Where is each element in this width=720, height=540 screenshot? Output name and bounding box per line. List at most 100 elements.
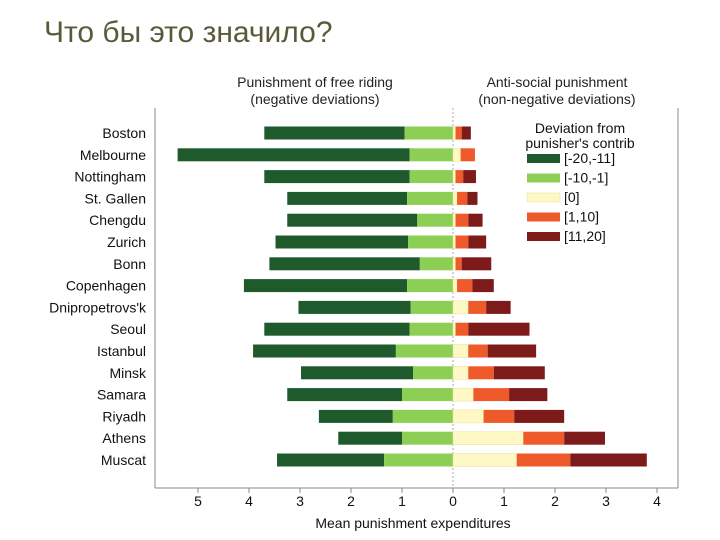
category-label: Minsk — [109, 365, 147, 381]
x-tick-label: 2 — [347, 493, 355, 509]
right-header-line1: Anti-social punishment — [487, 74, 628, 90]
bar-15-s2 — [452, 453, 517, 467]
bar-0-neg-strong — [264, 126, 405, 140]
bar-2-neg-strong — [264, 170, 410, 184]
legend-swatch-3 — [527, 212, 560, 222]
bar-6-neg-strong — [269, 257, 420, 271]
bar-0-neg-weak — [404, 126, 453, 140]
category-label: Istanbul — [97, 343, 146, 359]
x-axis-label: Mean punishment expenditures — [315, 515, 510, 531]
bar-2-s2 — [452, 169, 456, 184]
bar-11-s4 — [493, 366, 545, 380]
category-label: Nottingham — [74, 169, 146, 185]
bar-10-neg-weak — [395, 344, 453, 358]
bar-12-s3 — [473, 388, 510, 402]
category-label: Copenhagen — [66, 278, 146, 294]
bar-4-neg-weak — [417, 213, 453, 227]
bar-7-s3 — [457, 279, 473, 293]
bars-group — [177, 126, 647, 467]
category-label: Dnipropetrovs'k — [49, 299, 147, 315]
bar-9-neg-weak — [409, 322, 453, 336]
bar-5-neg-strong — [275, 235, 409, 249]
bar-1-s3 — [460, 148, 475, 162]
bar-3-neg-weak — [407, 191, 453, 205]
left-header-line1: Punishment of free riding — [237, 74, 393, 90]
x-tick-label: 1 — [500, 493, 508, 509]
legend-label-1: [-10,-1] — [564, 170, 608, 186]
bar-9-s4 — [468, 322, 530, 336]
category-label: Muscat — [101, 452, 146, 468]
bar-0-s4 — [461, 126, 471, 140]
bar-11-s2 — [452, 366, 469, 380]
category-label: Zurich — [107, 234, 146, 250]
legend-title-line2: punisher's contrib — [525, 135, 635, 151]
bar-15-neg-weak — [384, 453, 453, 467]
bar-1-s2 — [452, 148, 461, 162]
category-label: St. Gallen — [85, 190, 146, 206]
bar-6-s4 — [461, 257, 492, 271]
bar-4-s3 — [455, 213, 469, 227]
legend-title-line1: Deviation from — [535, 120, 625, 136]
bar-8-neg-weak — [410, 300, 453, 314]
bar-1-neg-strong — [177, 148, 410, 162]
right-header-line2: (non-negative deviations) — [478, 91, 635, 107]
bar-14-s3 — [523, 431, 565, 445]
x-ticks: 5 4 3 2 1 0 1 2 3 4 — [194, 488, 661, 509]
bar-4-s4 — [468, 213, 483, 227]
bar-4-s2 — [452, 213, 456, 227]
category-label: Boston — [102, 125, 146, 141]
bar-13-s2 — [452, 409, 484, 424]
bar-15-s3 — [516, 453, 571, 467]
x-tick-label: 1 — [398, 493, 406, 509]
legend-label-2: [0] — [564, 189, 580, 205]
legend-swatch-0 — [527, 154, 560, 163]
bar-10-neg-strong — [253, 344, 396, 358]
x-tick-label: 4 — [245, 493, 253, 509]
bar-13-neg-strong — [318, 409, 393, 423]
bar-8-neg-strong — [298, 300, 411, 314]
bar-6-s3 — [455, 257, 462, 271]
bar-10-s4 — [487, 344, 537, 358]
category-labels: Boston Melbourne Nottingham St. Gallen Cheng… — [49, 125, 147, 468]
bar-8-s2 — [452, 300, 469, 315]
bar-13-s4 — [514, 409, 565, 423]
slide-title: Что бы это значило? — [44, 16, 333, 49]
bar-6-neg-weak — [419, 257, 453, 271]
category-label: Seoul — [110, 321, 146, 337]
bar-10-s2 — [452, 344, 469, 358]
x-tick-label: 0 — [449, 493, 457, 509]
bar-11-neg-strong — [301, 366, 414, 380]
bar-15-s4 — [570, 453, 647, 467]
bar-15-neg-strong — [277, 453, 385, 467]
bar-10-s3 — [468, 344, 488, 358]
bar-2-neg-weak — [409, 170, 453, 184]
bar-14-neg-strong — [338, 431, 402, 445]
bar-13-s3 — [483, 409, 515, 423]
bar-12-neg-weak — [402, 388, 453, 402]
bar-5-s2 — [452, 235, 456, 249]
bar-12-neg-strong — [287, 388, 402, 402]
bar-0-s3 — [455, 126, 462, 140]
bar-14-s4 — [564, 431, 605, 445]
bar-9-s3 — [455, 322, 469, 336]
left-header-line2: (negative deviations) — [250, 91, 379, 107]
bar-3-s4 — [467, 191, 478, 205]
bar-7-s2 — [452, 278, 458, 293]
bar-7-neg-strong — [243, 279, 408, 293]
bar-13-neg-weak — [392, 409, 453, 423]
bar-12-s2 — [452, 387, 474, 402]
legend-label-4: [11,20] — [564, 228, 606, 244]
legend-swatch-1 — [527, 173, 560, 183]
bar-2-s4 — [463, 170, 476, 184]
bar-3-s3 — [457, 191, 468, 205]
legend-label-3: [1,10] — [564, 209, 599, 225]
bar-5-s3 — [455, 235, 469, 249]
category-label: Chengdu — [89, 212, 146, 228]
x-tick-label: 3 — [602, 493, 610, 509]
legend: [-20,-11] [-10,-1] [0] [1,10] [11,20] — [526, 150, 615, 244]
category-label: Riyadh — [102, 408, 146, 424]
bar-7-neg-weak — [407, 279, 453, 293]
bar-11-s3 — [468, 366, 494, 380]
x-tick-label: 2 — [551, 493, 559, 509]
bar-9-s2 — [452, 322, 456, 336]
